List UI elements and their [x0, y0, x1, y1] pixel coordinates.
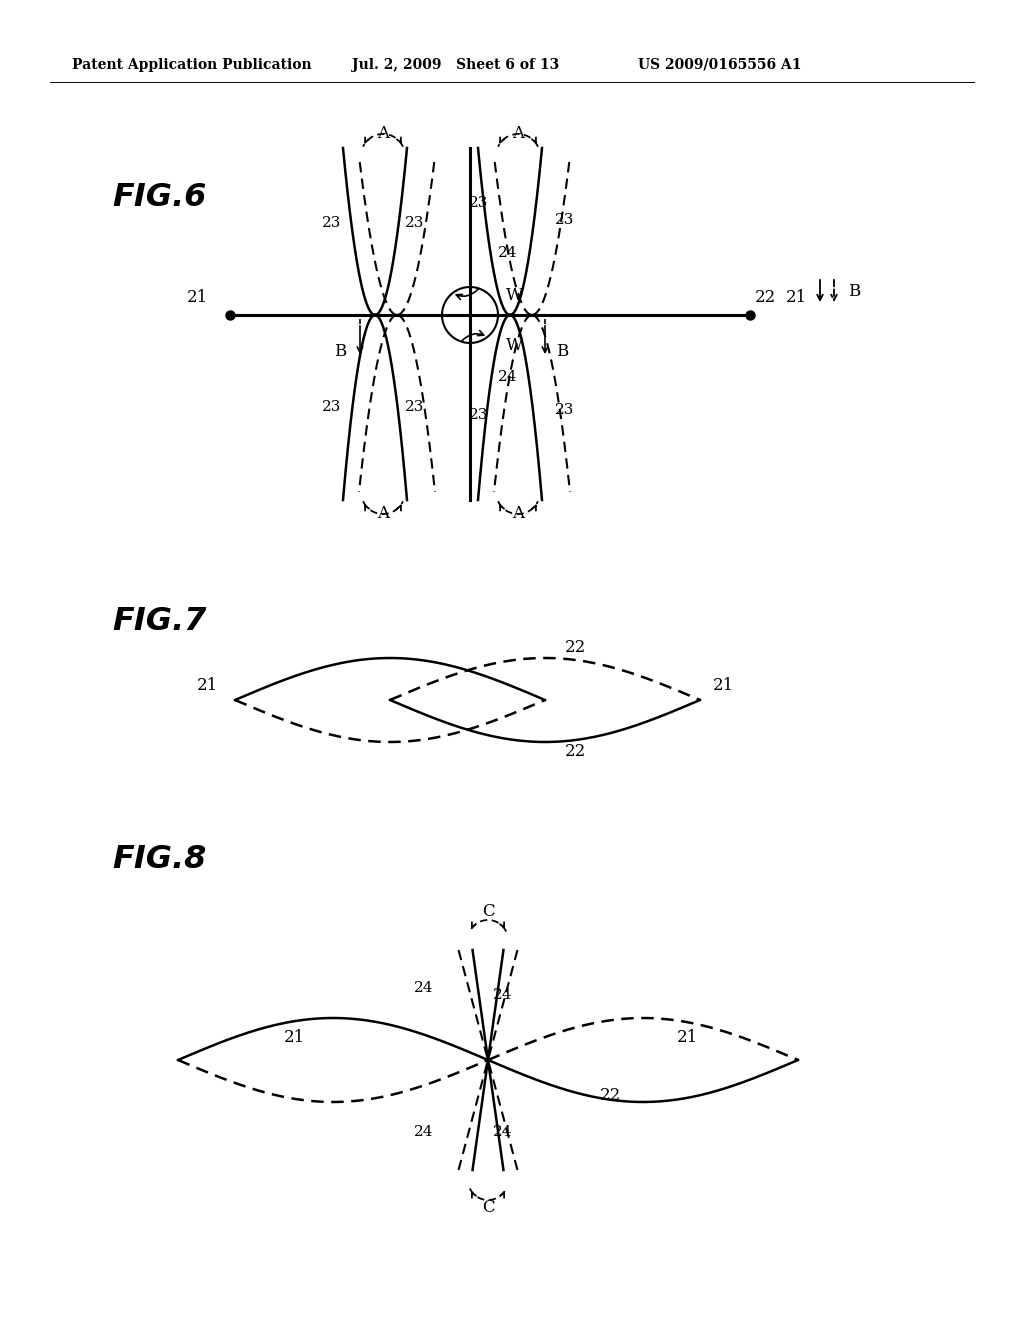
- Text: 22: 22: [600, 1086, 622, 1104]
- Text: 23: 23: [555, 213, 574, 227]
- Text: C: C: [481, 903, 495, 920]
- Text: W: W: [506, 337, 523, 354]
- Text: 23: 23: [469, 195, 488, 210]
- Text: 23: 23: [406, 216, 424, 230]
- Text: 21: 21: [713, 677, 734, 694]
- Text: 22: 22: [565, 639, 587, 656]
- Text: A: A: [512, 125, 524, 143]
- Text: FIG.6: FIG.6: [112, 182, 207, 214]
- Text: B: B: [848, 282, 860, 300]
- Text: 24: 24: [498, 246, 517, 260]
- Text: 24: 24: [414, 981, 433, 995]
- Text: B: B: [334, 342, 346, 359]
- Text: US 2009/0165556 A1: US 2009/0165556 A1: [638, 58, 802, 73]
- Text: 23: 23: [406, 400, 424, 414]
- Text: 21: 21: [786, 289, 807, 305]
- Text: 22: 22: [565, 743, 587, 760]
- Text: 23: 23: [322, 400, 341, 414]
- Text: 23: 23: [469, 408, 488, 422]
- Text: W: W: [506, 286, 523, 304]
- Text: B: B: [556, 342, 568, 359]
- Text: 21: 21: [284, 1030, 305, 1047]
- Text: 24: 24: [414, 1125, 433, 1139]
- Text: 24: 24: [493, 987, 512, 1002]
- Text: Patent Application Publication: Patent Application Publication: [72, 58, 311, 73]
- Text: FIG.7: FIG.7: [112, 606, 207, 638]
- Text: Jul. 2, 2009   Sheet 6 of 13: Jul. 2, 2009 Sheet 6 of 13: [352, 58, 559, 73]
- Text: 24: 24: [498, 370, 517, 384]
- Text: 23: 23: [322, 216, 341, 230]
- Text: 21: 21: [186, 289, 208, 305]
- Text: 24: 24: [493, 1125, 512, 1139]
- Text: 23: 23: [555, 403, 574, 417]
- Text: 22: 22: [755, 289, 776, 305]
- Text: 21: 21: [677, 1030, 698, 1047]
- Text: C: C: [481, 1200, 495, 1217]
- Text: A: A: [377, 506, 389, 523]
- Text: 21: 21: [197, 677, 218, 694]
- Text: FIG.8: FIG.8: [112, 845, 207, 875]
- Text: A: A: [377, 125, 389, 143]
- Text: A: A: [512, 506, 524, 523]
